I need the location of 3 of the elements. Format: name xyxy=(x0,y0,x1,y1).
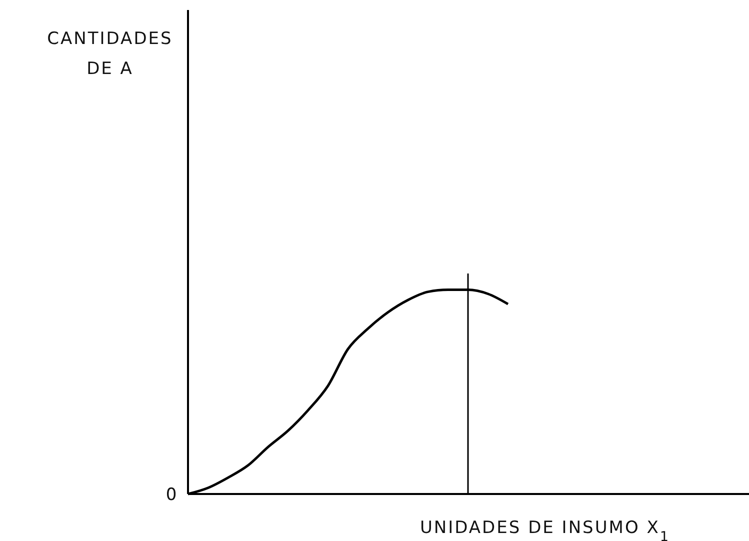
text: 0 xyxy=(166,485,178,505)
x-axis-title: UNIDADES DE INSUMO X$_{1}$ xyxy=(420,518,670,541)
text: CANTIDADES DE A xyxy=(47,29,173,79)
